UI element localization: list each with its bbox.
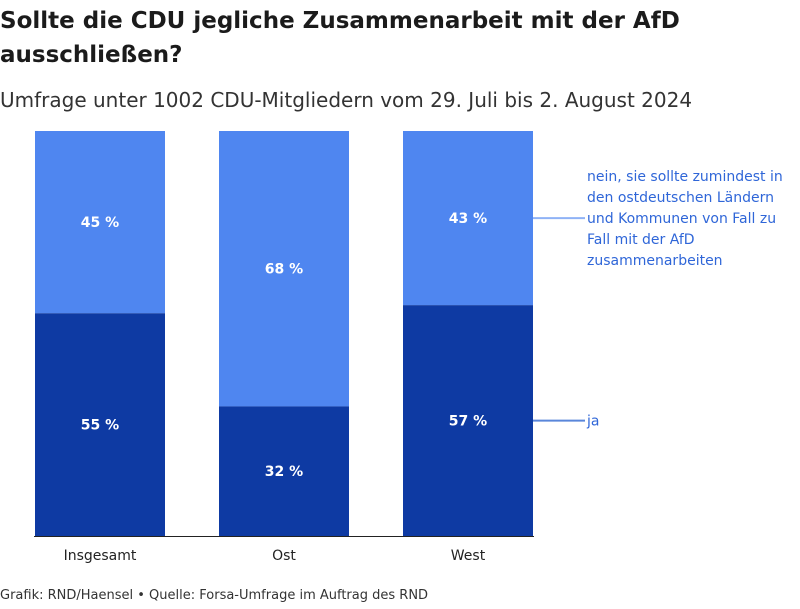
bar-nein-west — [403, 131, 533, 306]
bar-nein-ost — [219, 131, 349, 407]
bar-nein-insgesamt — [35, 131, 165, 314]
source-note: Grafik: RND/Haensel • Quelle: Forsa-Umfr… — [0, 588, 429, 603]
data-label-ja-ost: 32 % — [265, 464, 303, 480]
x-tick-label-ost: Ost — [272, 548, 296, 564]
chart-subtitle: Umfrage unter 1002 CDU-Mitgliedern vom 2… — [0, 88, 693, 112]
bar-ja-insgesamt — [35, 313, 165, 536]
data-label-ja-insgesamt: 55 % — [81, 418, 119, 434]
legend-nein-line-4: Fall mit der AfD — [587, 232, 695, 248]
bar-ja-ost — [219, 406, 349, 536]
legend-nein-line-5: zusammenarbeiten — [587, 253, 723, 269]
x-tick-label-west: West — [451, 548, 486, 564]
legend-nein-line-2: den ostdeutschen Ländern — [587, 190, 774, 206]
legend-nein-line-1: nein, sie sollte zumindest in — [587, 169, 783, 185]
legend-ja: ja — [586, 414, 599, 430]
data-label-nein-insgesamt: 45 % — [81, 215, 119, 231]
data-label-nein-west: 43 % — [449, 211, 487, 227]
chart-title: Sollte die CDU jegliche Zusammenarbeit m… — [0, 8, 680, 68]
x-tick-label-insgesamt: Insgesamt — [64, 548, 137, 564]
bar-ja-west — [403, 305, 533, 536]
data-label-nein-ost: 68 % — [265, 262, 303, 278]
legend-nein-line-3: und Kommunen von Fall zu — [587, 211, 776, 227]
data-label-ja-west: 57 % — [449, 414, 487, 430]
